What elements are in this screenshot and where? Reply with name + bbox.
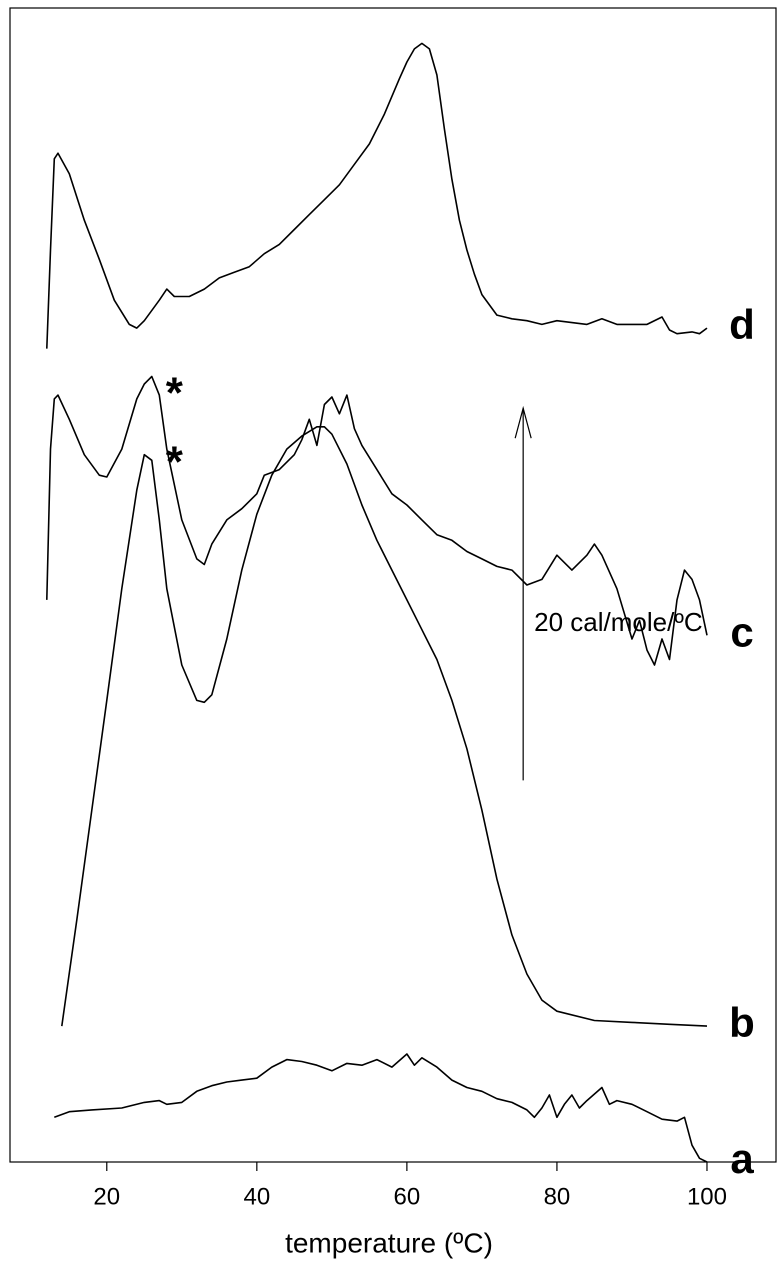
series-label: d [729,301,755,348]
x-tick-label: 40 [243,1183,270,1210]
series-line [46,42,708,349]
series-label: b [729,999,755,1046]
series-line [54,1053,708,1163]
series-line [61,426,708,1027]
series-label: c [730,608,753,655]
series-line [46,375,708,666]
x-tick-label: 100 [687,1183,727,1210]
scale-bar-label: 20 cal/mole/ºC [534,607,702,637]
plot-frame [9,7,777,1163]
annotation: * [166,368,184,417]
x-tick-label: 20 [93,1183,120,1210]
series-label: a [730,1135,754,1182]
x-axis-title: temperature (ºC) [285,1227,493,1258]
x-tick-label: 60 [394,1183,421,1210]
annotation: * [166,437,184,486]
x-tick-label: 80 [544,1183,571,1210]
scale-bar-arrowhead [514,405,532,439]
